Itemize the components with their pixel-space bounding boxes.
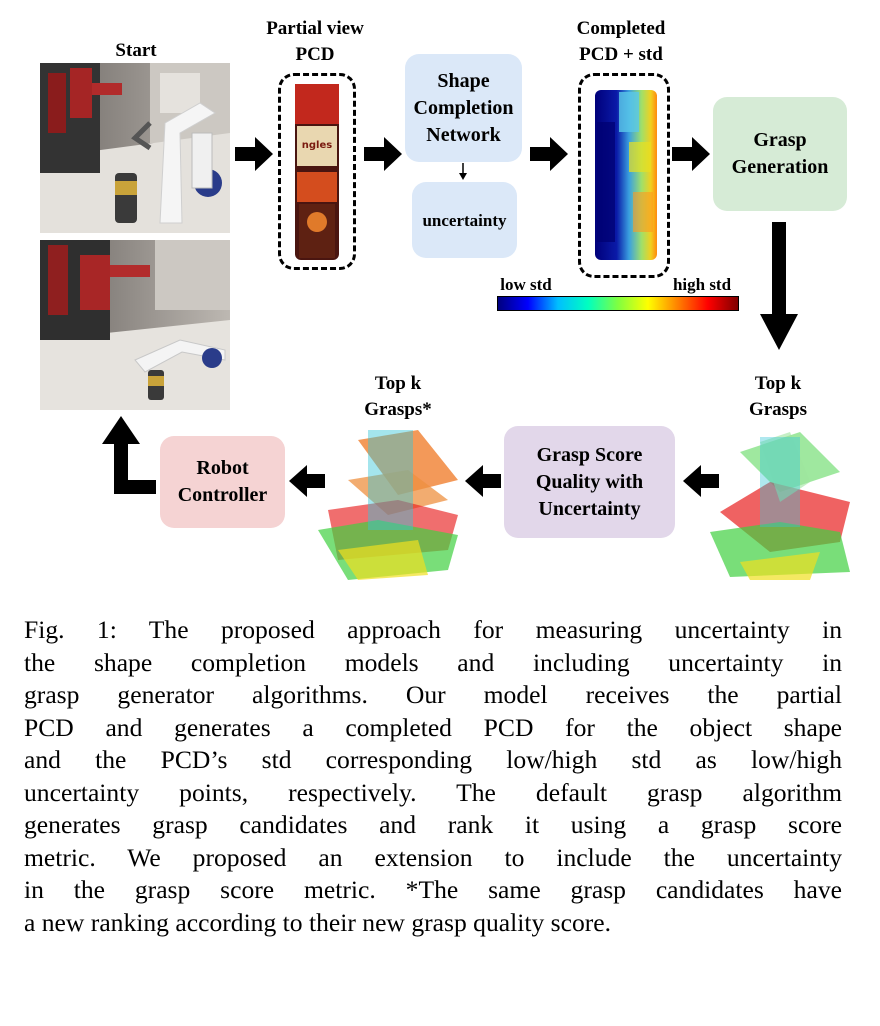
caption-line: a new ranking according to their new gra… (24, 907, 612, 937)
arrow-right-icon (364, 137, 402, 171)
top-k-grasps-label: Top k Grasps (728, 371, 828, 423)
robot-controller-line1: Robot (196, 457, 249, 479)
grasp-generation-box: Grasp Generation (713, 97, 847, 211)
arrow-right-icon (672, 137, 710, 171)
partial-view-label: Partial view PCD (250, 16, 380, 68)
arrow-left-icon (683, 465, 719, 497)
caption-line: in the grasp score metric. *The same gra… (24, 875, 842, 904)
svg-text:ngles: ngles (302, 140, 332, 151)
grasp-generation-line1: Grasp (753, 129, 807, 151)
arrow-right-icon (530, 137, 568, 171)
partial-view-label-line1: Partial view (266, 18, 364, 39)
robot-controller-box: Robot Controller (160, 436, 285, 528)
uncertainty-box: uncertainty (412, 182, 517, 258)
grasp-generation-line2: Generation (731, 156, 829, 178)
partial-view-label-line2: PCD (295, 44, 335, 65)
top-k-grasps-line1: Top k (754, 373, 802, 394)
partial-pcd-image: ngles (295, 84, 339, 260)
arrow-right-icon (235, 137, 273, 171)
figure-caption: Fig. 1: The proposed approach for measur… (24, 614, 842, 939)
colorbar-low-label: low std (500, 275, 552, 294)
top-k-grasps-star-label: Top k Grasps* (348, 371, 448, 423)
caption-line: grasp generator algorithms. Our model re… (24, 680, 842, 709)
robot-end-photo (40, 240, 230, 410)
shape-network-line2: Completion (413, 96, 514, 119)
colorbar-high-label: high std (672, 275, 732, 294)
top-k-grasps-star-line2: Grasps* (364, 399, 432, 420)
top-k-grasps-image (710, 432, 850, 580)
arrow-down-icon (760, 222, 798, 350)
caption-line: the shape completion models and includin… (24, 647, 842, 677)
grasp-score-line1: Grasp Score (536, 443, 643, 466)
caption-line: generates grasp candidates and rank it u… (24, 810, 842, 839)
std-colorbar (497, 296, 739, 311)
caption-line: metric. We proposed an extension to incl… (24, 842, 842, 872)
elbow-arrow-up-icon (102, 416, 156, 494)
completed-pcd-label: Completed PCD + std (556, 16, 686, 68)
grasp-score-box: Grasp Score Quality with Uncertainty (504, 426, 675, 538)
top-k-grasps-star-line1: Top k (374, 373, 422, 394)
caption-line: uncertainty points, respectively. The de… (24, 777, 842, 807)
caption-line: Fig. 1: The proposed approach for measur… (24, 615, 842, 644)
start-label: Start (115, 40, 157, 61)
completed-pcd-image (595, 90, 657, 260)
grasp-score-line3: Uncertainty (538, 497, 641, 520)
caption-line: and the PCD’s std corresponding low/high… (24, 745, 842, 774)
caption-line: PCD and generates a completed PCD for th… (24, 712, 842, 742)
shape-network-line3: Network (426, 123, 501, 146)
top-k-grasps-line2: Grasps (748, 399, 808, 420)
grasp-score-line2: Quality with (535, 470, 644, 493)
partial-pcd-frame: ngles (278, 73, 356, 270)
completed-pcd-label-line1: Completed (576, 18, 666, 39)
down-small-arrow-icon (459, 163, 467, 180)
arrow-left-icon (289, 465, 325, 497)
shape-network-line1: Shape (437, 69, 490, 92)
completed-pcd-frame (578, 73, 670, 278)
robot-start-photo (40, 63, 230, 233)
uncertainty-label: uncertainty (422, 210, 507, 230)
top-k-grasps-reranked-image (318, 430, 458, 580)
shape-completion-network-box: Shape Completion Network (405, 54, 522, 162)
completed-pcd-label-line2: PCD + std (579, 44, 663, 65)
arrow-left-icon (465, 465, 501, 497)
robot-controller-line2: Controller (177, 484, 268, 506)
